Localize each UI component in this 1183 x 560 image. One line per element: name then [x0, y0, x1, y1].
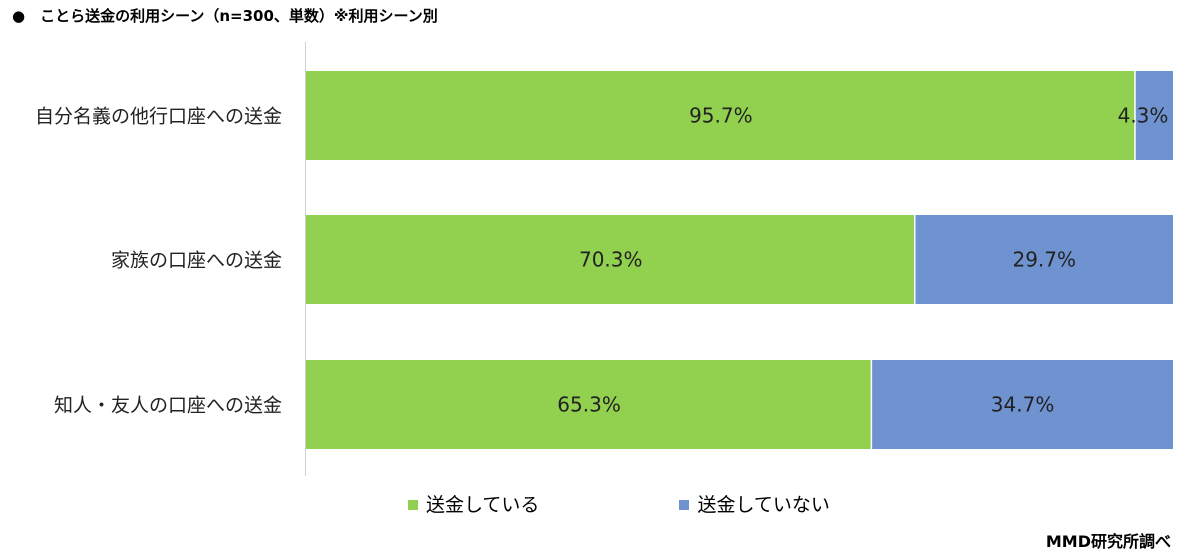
legend-label-sent: 送金している [426, 494, 540, 516]
bar-sent-0 [306, 71, 1135, 160]
category-label-1: 家族の口座への送金 [111, 250, 282, 272]
bar-not-sent-1 [915, 215, 1173, 304]
value-label-not-sent-0: 4.3% [1118, 104, 1169, 128]
source-credit: MMD研究所調べ [1045, 532, 1171, 551]
legend-swatch-sent [408, 500, 418, 510]
legend: 送金している 送金していない [408, 492, 830, 518]
bars-group: 自分名義の他行口座への送金 95.7% 4.3% 家族の口座への送金 70.3% 29.7… [35, 71, 1173, 449]
category-label-2: 知人・友人の口座への送金 [54, 395, 282, 417]
bar-sent-2 [306, 360, 871, 449]
legend-item-not-sent: 送金していない [679, 492, 830, 518]
legend-label-not-sent: 送金していない [697, 494, 830, 516]
stacked-bar-chart: 自分名義の他行口座への送金 95.7% 4.3% 家族の口座への送金 70.3% 29.7… [35, 42, 1173, 476]
bar-not-sent-2 [872, 360, 1173, 449]
value-label-not-sent-2: 34.7% [991, 393, 1055, 417]
category-label-0: 自分名義の他行口座への送金 [35, 106, 282, 128]
bar-sent-1 [306, 215, 915, 304]
chart-title: ● ことら送金の利用シーン（n=300、単数）※利用シーン別 [12, 7, 438, 25]
legend-swatch-not-sent [679, 500, 690, 510]
legend-item-sent: 送金している [408, 492, 539, 518]
value-label-sent-1: 70.3% [579, 248, 643, 272]
value-label-sent-2: 65.3% [557, 393, 621, 417]
value-label-sent-0: 95.7% [689, 104, 753, 128]
value-label-not-sent-1: 29.7% [1012, 248, 1076, 272]
bar-not-sent-0 [1135, 71, 1173, 160]
